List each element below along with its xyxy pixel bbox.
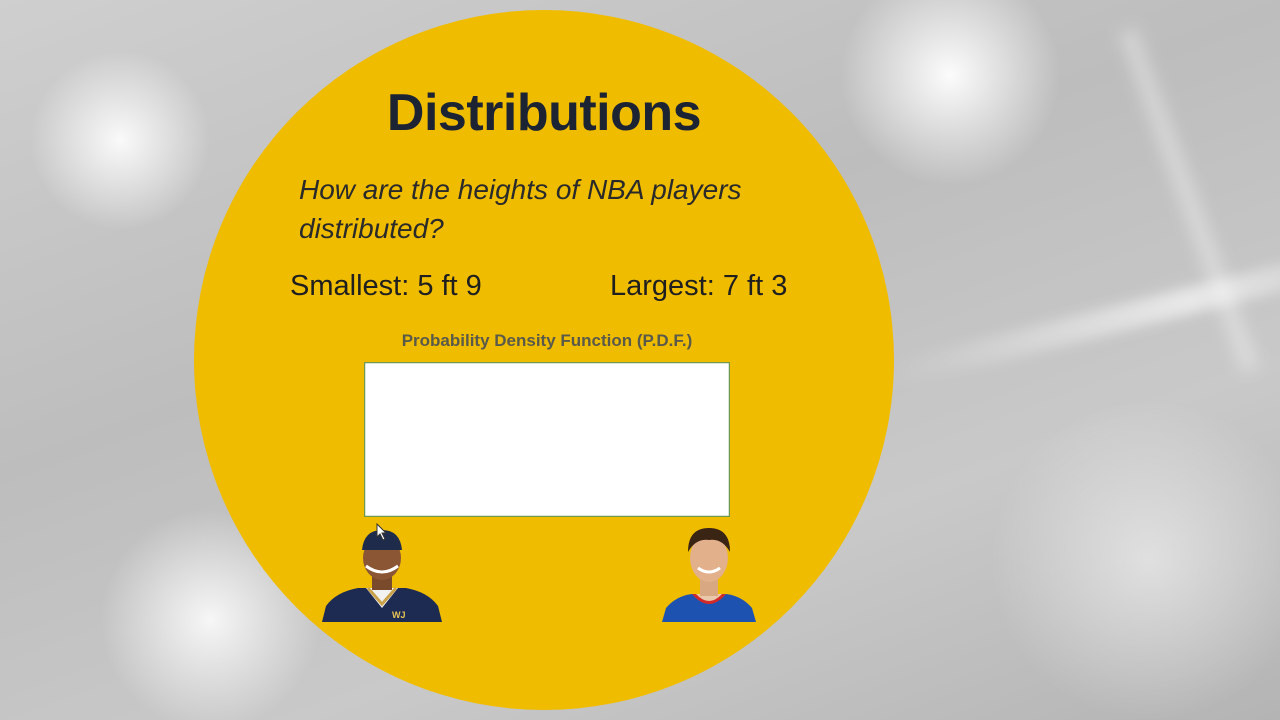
- pdf-chart: [364, 362, 730, 517]
- taller-player-photo: [662, 528, 756, 622]
- slide-question: How are the heights of NBA players distr…: [299, 174, 742, 244]
- chart-title: Probability Density Function (P.D.F.): [401, 331, 693, 350]
- slide-title: Distributions: [386, 84, 702, 142]
- largest-height: Largest: 7 ft 3: [610, 270, 788, 302]
- svg-text:WJ: WJ: [392, 610, 406, 620]
- slide-circle: [194, 10, 894, 710]
- mouse-pointer-icon: [376, 523, 388, 541]
- pdf-chart-svg: [364, 362, 730, 517]
- chart-frame: [364, 362, 730, 517]
- shorter-player-photo: WJ: [322, 530, 442, 622]
- smallest-height: Smallest: 5 ft 9: [290, 270, 482, 302]
